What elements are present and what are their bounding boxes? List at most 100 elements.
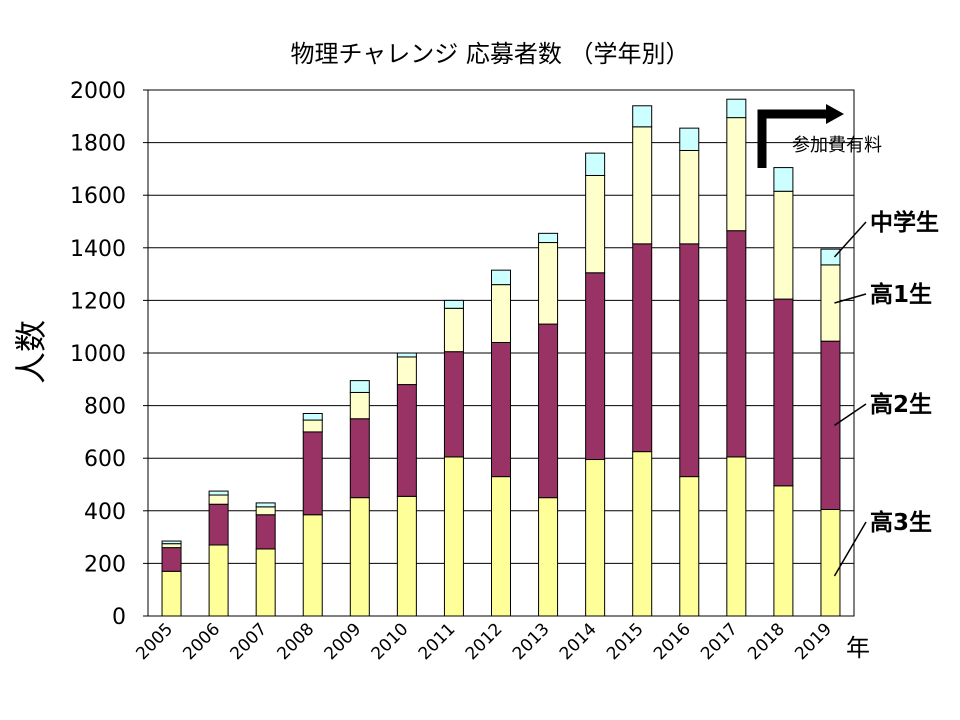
x-axis-ticks: 2005 2006 2007 2008 2009 2010 2011 2012 2013 2014…: [132, 619, 836, 664]
bar-segment-2009-0: [349, 497, 370, 617]
bar-segment-2006-2: [208, 494, 229, 505]
bar-segment-2006-1: [208, 503, 229, 546]
y-tick-label: 1800: [70, 132, 126, 157]
bar-segment-2019-3: [820, 248, 841, 266]
bar-segment-2013-3: [538, 232, 559, 244]
series-label-leader: [833, 521, 867, 577]
bar-segment-2007-0: [255, 548, 276, 617]
y-tick-label: 1600: [70, 184, 126, 209]
chart-title: 物理チャレンジ 応募者数 （学年別）: [290, 40, 689, 68]
bar-segment-2014-1: [585, 272, 606, 461]
x-tick-label: 2017: [697, 619, 742, 664]
x-tick-label: 2005: [132, 619, 177, 664]
bar-segment-2010-0: [396, 495, 417, 617]
y-tick-label: 2000: [70, 79, 126, 104]
x-tick-label: 2010: [368, 619, 413, 664]
series-labels: 高3生 高2生 高1生 中学生: [833, 209, 939, 577]
bar-segment-2008-2: [302, 419, 323, 433]
x-tick-label: 2011: [415, 619, 460, 664]
bar-segment-2019-1: [820, 340, 841, 510]
series-label-leader: [834, 403, 867, 426]
bar-segment-2012-2: [491, 284, 511, 343]
bar-segment-2013-0: [538, 497, 559, 617]
series-label: 高3生: [870, 509, 932, 536]
x-tick-label: 2018: [744, 619, 789, 664]
y-tick-label: 400: [84, 500, 126, 525]
bar-segment-2016-0: [679, 476, 700, 617]
y-axis-ticks: 0 200 400 600 800 1000 1200 1400 1600 1800 2000: [70, 79, 148, 630]
x-tick-label: 2007: [226, 619, 271, 664]
x-tick-label: 2015: [603, 619, 648, 664]
fee-annotation-label: 参加費有料: [792, 135, 882, 156]
bar-segment-2012-0: [491, 476, 511, 617]
x-tick-label: 2019: [791, 619, 836, 664]
bar-segment-2005-3: [161, 540, 182, 545]
bar-segment-2013-2: [538, 242, 559, 325]
bar-segment-2017-3: [726, 98, 747, 119]
bar-segment-2014-0: [585, 459, 606, 617]
bar-segment-2017-1: [726, 230, 747, 458]
bar-segment-2013-1: [538, 323, 559, 499]
bar-segment-2012-1: [491, 341, 511, 478]
y-tick-label: 1000: [70, 342, 126, 367]
bar-segment-2012-3: [491, 269, 511, 286]
bar-segment-2011-3: [443, 299, 464, 309]
x-tick-label: 2013: [509, 619, 554, 664]
series-label: 中学生: [870, 209, 939, 236]
bar-segment-2005-2: [161, 543, 182, 549]
bar-segment-2016-1: [679, 243, 700, 478]
x-tick-label: 2012: [462, 619, 507, 664]
fee-annotation: 参加費有料: [757, 104, 882, 168]
bar-segment-2014-3: [585, 152, 606, 176]
bar-segment-2011-2: [443, 307, 464, 353]
bar-segment-2018-1: [773, 298, 794, 487]
bar-segment-2016-3: [679, 127, 700, 151]
bar-segment-2006-3: [208, 490, 229, 496]
bar-segment-2007-1: [255, 514, 276, 550]
bars: [161, 98, 841, 617]
bar-segment-2011-0: [443, 456, 464, 617]
fee-arrow: [757, 109, 826, 168]
bar-segment-2018-2: [773, 190, 794, 300]
x-tick-label: 2008: [274, 619, 319, 664]
bar-segment-2019-0: [820, 508, 841, 617]
bar-segment-2017-0: [726, 456, 747, 617]
series-label-leader: [833, 221, 867, 258]
y-tick-label: 200: [84, 552, 126, 577]
x-tick-label: 2016: [650, 619, 695, 664]
bar-segment-2010-1: [396, 384, 417, 497]
bar-segment-2007-2: [255, 506, 276, 516]
bar-segment-2009-1: [349, 418, 370, 499]
bar-segment-2008-3: [302, 412, 323, 421]
x-tick-label: 2006: [179, 619, 224, 664]
series-label: 高1生: [870, 281, 932, 308]
bar-segment-2008-0: [302, 514, 323, 617]
bar-segment-2005-1: [161, 547, 182, 572]
bar-segment-2015-0: [632, 451, 653, 617]
x-tick-label: 2009: [321, 619, 366, 664]
bar-segment-2018-3: [773, 167, 794, 192]
bar-segment-2017-2: [726, 117, 747, 232]
y-tick-label: 800: [84, 395, 126, 420]
y-tick-label: 0: [112, 605, 126, 630]
bar-segment-2009-2: [349, 391, 370, 420]
y-axis-label: 人数: [12, 320, 50, 384]
bar-segment-2010-2: [396, 356, 417, 386]
y-tick-label: 1400: [70, 237, 126, 262]
series-label-leader: [834, 293, 867, 304]
bar-segment-2014-2: [585, 174, 606, 274]
bar-segment-2008-1: [302, 431, 323, 516]
x-tick-label: 2014: [556, 619, 601, 664]
bar-segment-2006-0: [208, 544, 229, 617]
series-label: 高2生: [870, 391, 932, 418]
y-tick-label: 600: [84, 447, 126, 472]
fee-arrow-head: [826, 104, 844, 124]
bar-segment-2015-3: [632, 105, 653, 128]
x-axis-unit: 年: [846, 634, 870, 662]
bar-segment-2009-3: [349, 380, 370, 393]
bar-segment-2018-0: [773, 485, 794, 617]
bar-segment-2015-1: [632, 243, 653, 453]
y-tick-label: 1200: [70, 289, 126, 314]
bar-segment-2011-1: [443, 351, 464, 458]
